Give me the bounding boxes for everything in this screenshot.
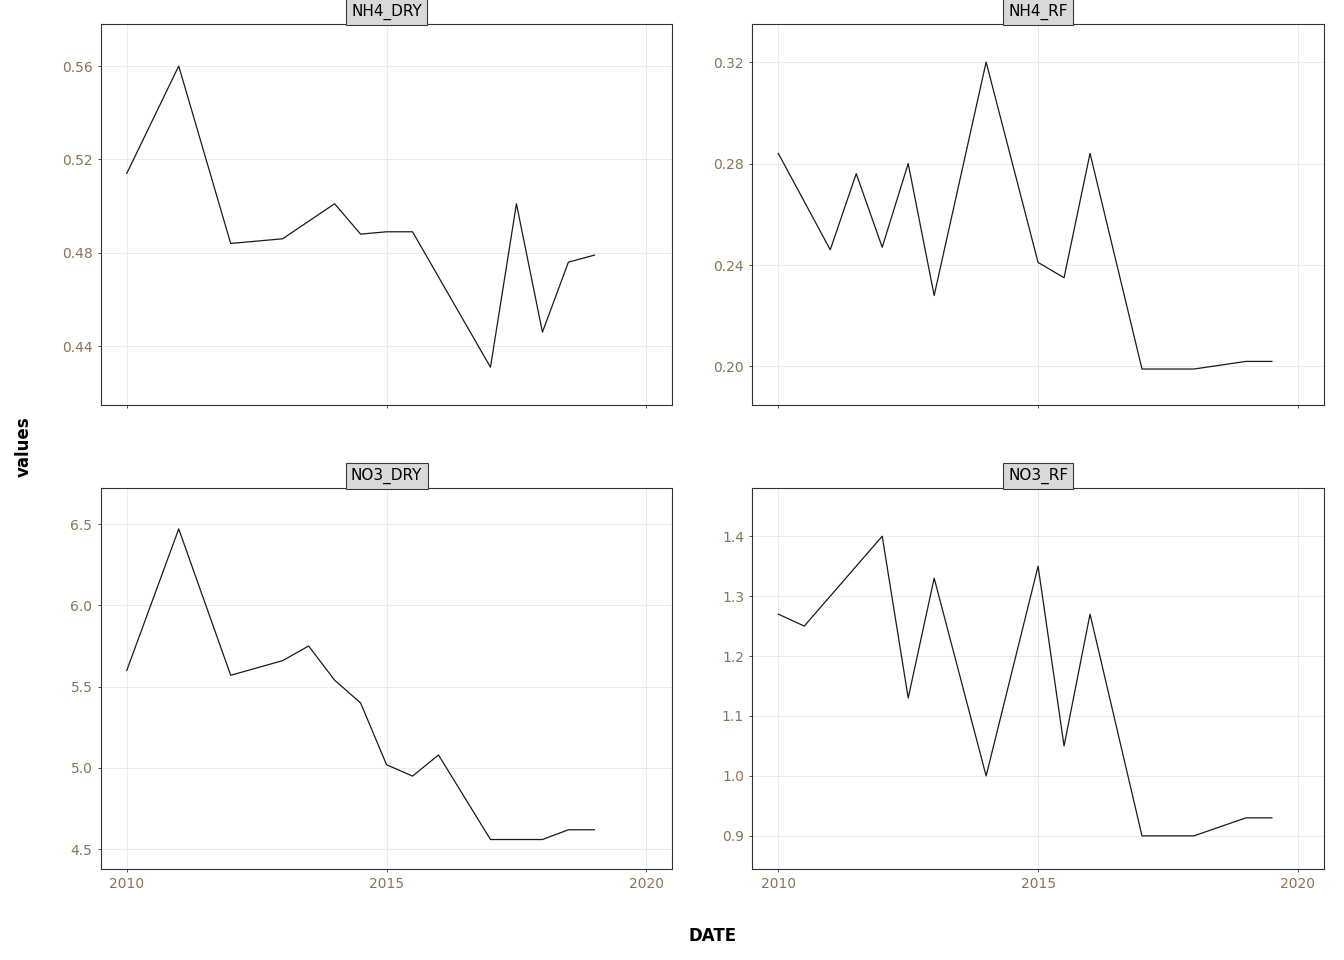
Title: NO3_DRY: NO3_DRY: [351, 468, 422, 484]
Title: NH4_RF: NH4_RF: [1008, 4, 1068, 20]
Title: NH4_DRY: NH4_DRY: [351, 4, 422, 20]
Title: NO3_RF: NO3_RF: [1008, 468, 1068, 484]
Text: values: values: [15, 416, 34, 477]
Text: DATE: DATE: [688, 927, 737, 945]
